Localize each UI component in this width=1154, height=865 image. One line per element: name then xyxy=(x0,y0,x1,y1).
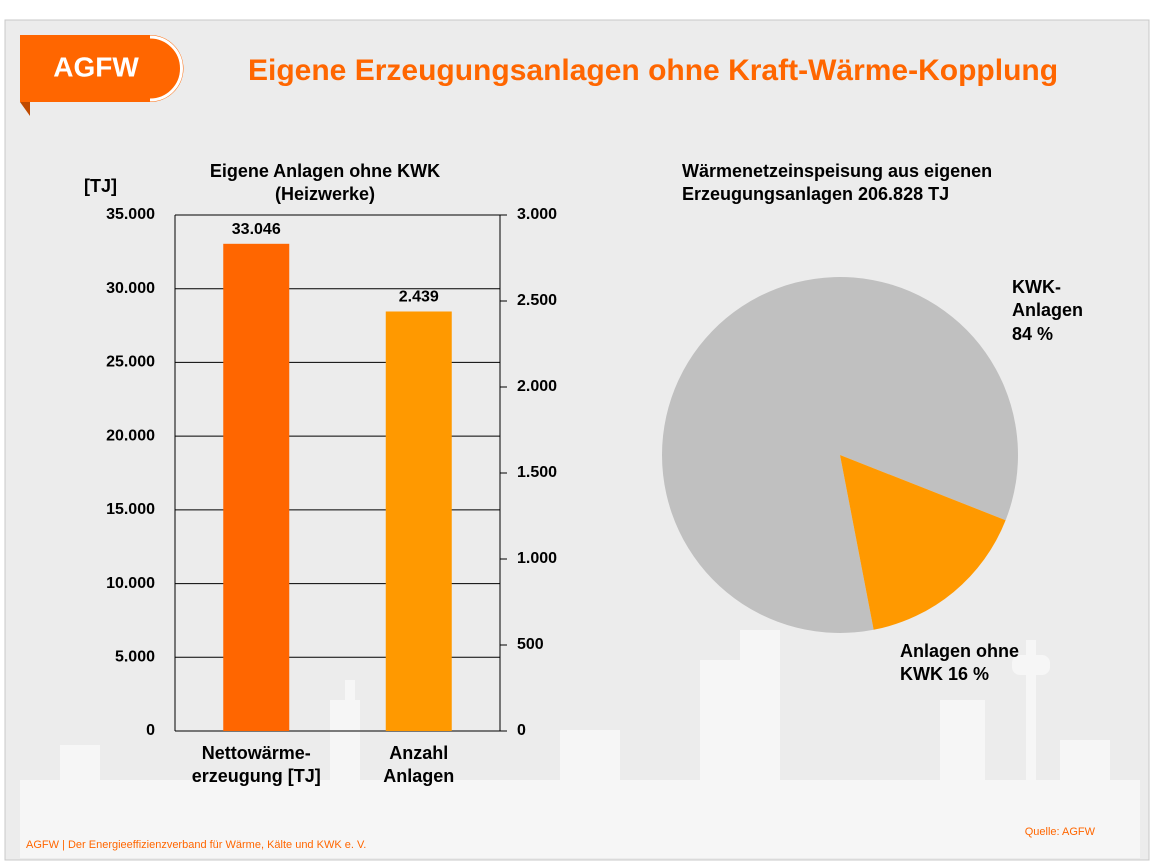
footer-source: Quelle: AGFW xyxy=(1025,826,1096,838)
y-tick-label: 35.000 xyxy=(106,206,155,223)
value-label: 2.439 xyxy=(399,289,439,306)
y2-tick-label: 0 xyxy=(517,722,526,739)
pie-label: Anlagen ohne KWK 16 % xyxy=(900,640,1019,687)
bar xyxy=(386,311,452,731)
bar xyxy=(223,244,289,731)
footer-text: AGFW | Der Energieeffizienzverband für W… xyxy=(26,839,366,851)
slide-graphics: AGFW Eigene Erzeugungsanlagen ohne Kraft… xyxy=(0,0,1154,865)
value-label: 33.046 xyxy=(232,221,281,238)
slide-title: Eigene Erzeugungsanlagen ohne Kraft-Wärm… xyxy=(248,54,1058,87)
pie-value-label: 84 % xyxy=(1012,323,1083,346)
y-tick-label: 10.000 xyxy=(106,575,155,592)
logo-text: AGFW xyxy=(53,51,139,82)
y2-tick-label: 1.000 xyxy=(517,550,557,567)
y2-tick-label: 2.500 xyxy=(517,292,557,309)
y-axis-label: [TJ] xyxy=(84,175,117,198)
pie-label: KWK- Anlagen 84 % xyxy=(1012,276,1083,346)
y-tick-label: 5.000 xyxy=(115,649,155,666)
y2-tick-label: 3.000 xyxy=(517,206,557,223)
slide: AGFW Eigene Erzeugungsanlagen ohne Kraft… xyxy=(0,0,1154,865)
pie-chart-title: Wärmenetzeinspeisung aus eigenen Erzeugu… xyxy=(682,160,992,207)
x-tick-label: Anzahl Anlagen xyxy=(339,742,499,789)
y-tick-label: 20.000 xyxy=(106,427,155,444)
y2-tick-label: 500 xyxy=(517,636,544,653)
y2-tick-label: 1.500 xyxy=(517,464,557,481)
y-tick-label: 15.000 xyxy=(106,501,155,518)
pie-category-label: KWK- Anlagen xyxy=(1012,277,1083,320)
bar-chart-title: Eigene Anlagen ohne KWK (Heizwerke) xyxy=(150,160,500,207)
y2-tick-label: 2.000 xyxy=(517,378,557,395)
pie-value-label: 16 % xyxy=(948,664,989,684)
y-tick-label: 30.000 xyxy=(106,280,155,297)
x-tick-label: Nettowärme- erzeugung [TJ] xyxy=(176,742,336,789)
y-tick-label: 0 xyxy=(146,722,155,739)
y-tick-label: 25.000 xyxy=(106,354,155,371)
